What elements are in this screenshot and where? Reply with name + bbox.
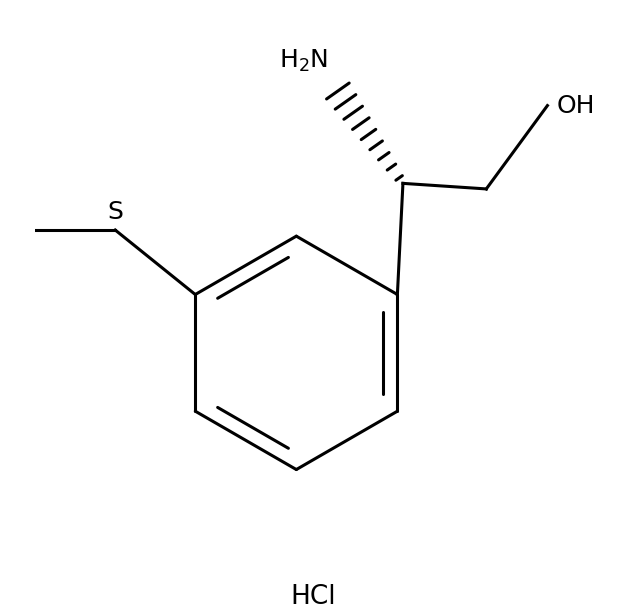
Text: HCl: HCl <box>290 584 336 610</box>
Text: OH: OH <box>557 93 595 118</box>
Text: S: S <box>107 201 123 224</box>
Text: H$_2$N: H$_2$N <box>279 48 329 74</box>
